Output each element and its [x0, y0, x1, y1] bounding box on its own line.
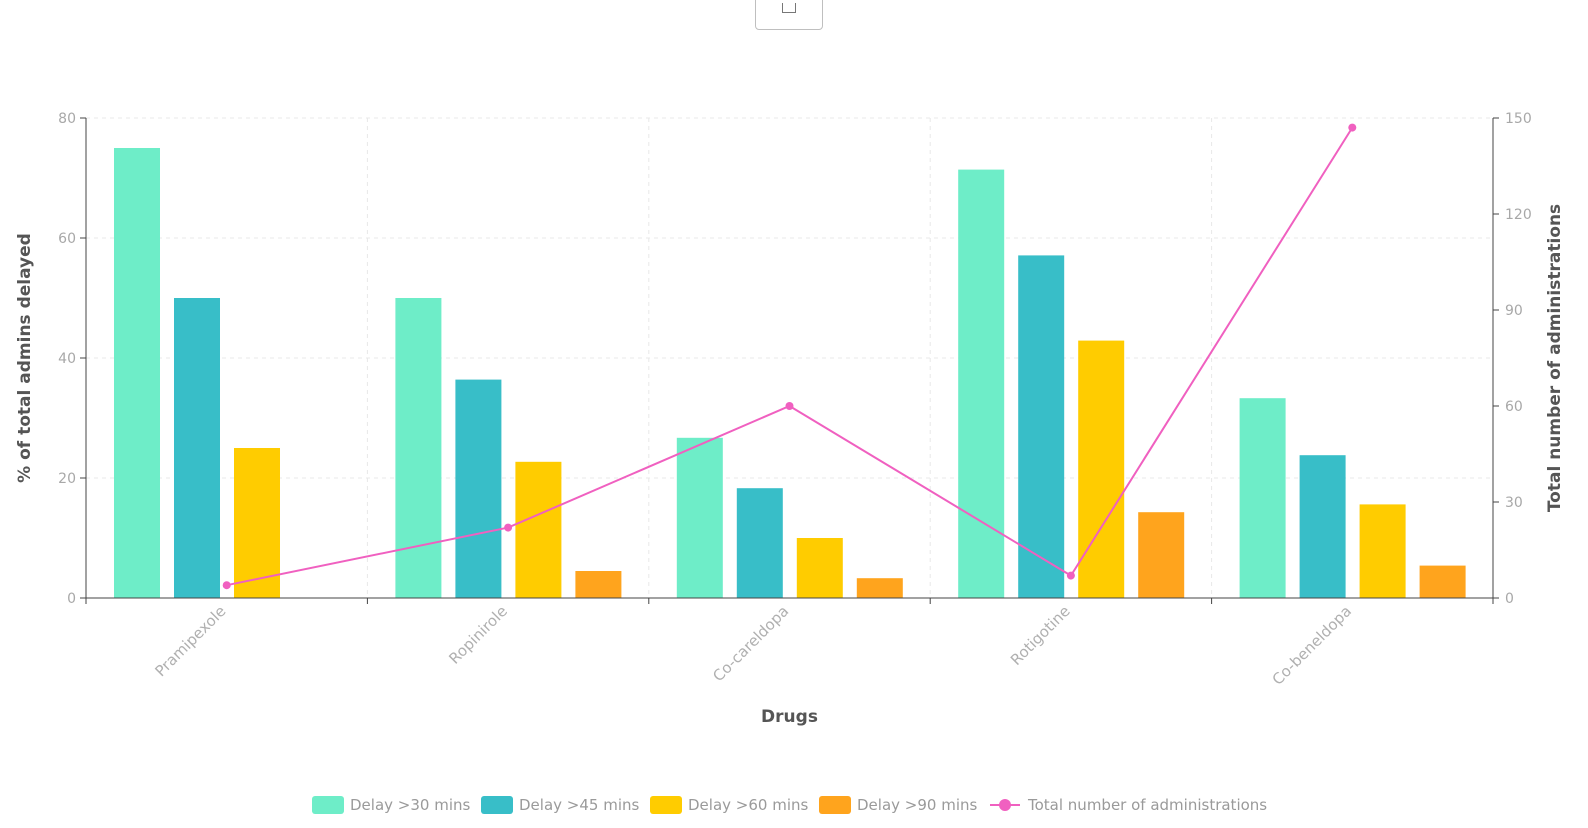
x-axis-title: Drugs	[761, 707, 818, 727]
line-point	[504, 523, 513, 532]
bar	[1359, 504, 1406, 598]
bar	[234, 448, 280, 598]
y2-axis-title: Total number of administrations	[1545, 204, 1565, 512]
bar	[1299, 455, 1346, 598]
y2-tick-label: 30	[1505, 495, 1523, 511]
export-button[interactable]	[755, 0, 823, 30]
legend-label[interactable]: Total number of administrations	[1027, 796, 1267, 814]
y-tick-label: 20	[58, 471, 76, 487]
bar	[676, 437, 723, 598]
bar	[114, 148, 160, 598]
y-tick-label: 40	[58, 351, 76, 367]
export-icon	[782, 3, 796, 13]
line-point	[785, 402, 794, 410]
bar	[455, 379, 502, 598]
bar	[1419, 565, 1466, 598]
line-point	[222, 581, 231, 590]
category-label: Co-careldopa	[709, 602, 792, 685]
y-tick-label: 0	[67, 591, 76, 607]
legend-swatch	[819, 796, 851, 814]
bar	[796, 538, 843, 598]
bar	[736, 488, 783, 598]
bar	[1078, 340, 1125, 598]
bar	[1018, 255, 1065, 598]
bar	[958, 169, 1005, 598]
legend-swatch	[481, 796, 513, 814]
y-tick-label: 60	[58, 231, 76, 247]
y2-tick-label: 0	[1505, 591, 1514, 607]
bar	[856, 578, 903, 598]
bars	[114, 148, 1466, 598]
bar	[174, 298, 220, 598]
y2-tick-label: 90	[1505, 303, 1523, 319]
bar	[1239, 398, 1286, 598]
bar	[1138, 512, 1185, 598]
category-label: Pramipexole	[151, 602, 229, 680]
total-line	[222, 123, 1357, 590]
legend-label[interactable]: Delay >90 mins	[857, 796, 977, 814]
legend-label[interactable]: Delay >60 mins	[688, 796, 808, 814]
legend-swatch	[650, 796, 682, 814]
line-point	[1066, 571, 1075, 580]
bar	[575, 571, 622, 598]
y-axis-title: % of total admins delayed	[15, 233, 35, 483]
category-label: Rotigotine	[1007, 602, 1074, 669]
tick-labels: 0 20 40 60 80 0 30 60 90 120 150 Pramipexole Ropinir…	[58, 111, 1532, 689]
y2-tick-label: 120	[1505, 207, 1532, 223]
legend-label[interactable]: Delay >45 mins	[519, 796, 639, 814]
y2-tick-label: 150	[1505, 111, 1532, 127]
axes	[80, 117, 1499, 604]
category-label: Co-beneldopa	[1269, 602, 1356, 689]
bar	[395, 298, 442, 598]
bar	[515, 461, 562, 598]
legend-marker	[999, 799, 1011, 811]
line-point	[1348, 123, 1357, 132]
legend-swatch	[312, 796, 344, 814]
legend-label[interactable]: Delay >30 mins	[350, 796, 470, 814]
legend: Delay >30 mins Delay >45 mins Delay >60 mi…	[312, 796, 1267, 814]
y-tick-label: 80	[58, 111, 76, 127]
category-label: Ropinirole	[445, 602, 511, 668]
y2-tick-label: 60	[1505, 399, 1523, 415]
